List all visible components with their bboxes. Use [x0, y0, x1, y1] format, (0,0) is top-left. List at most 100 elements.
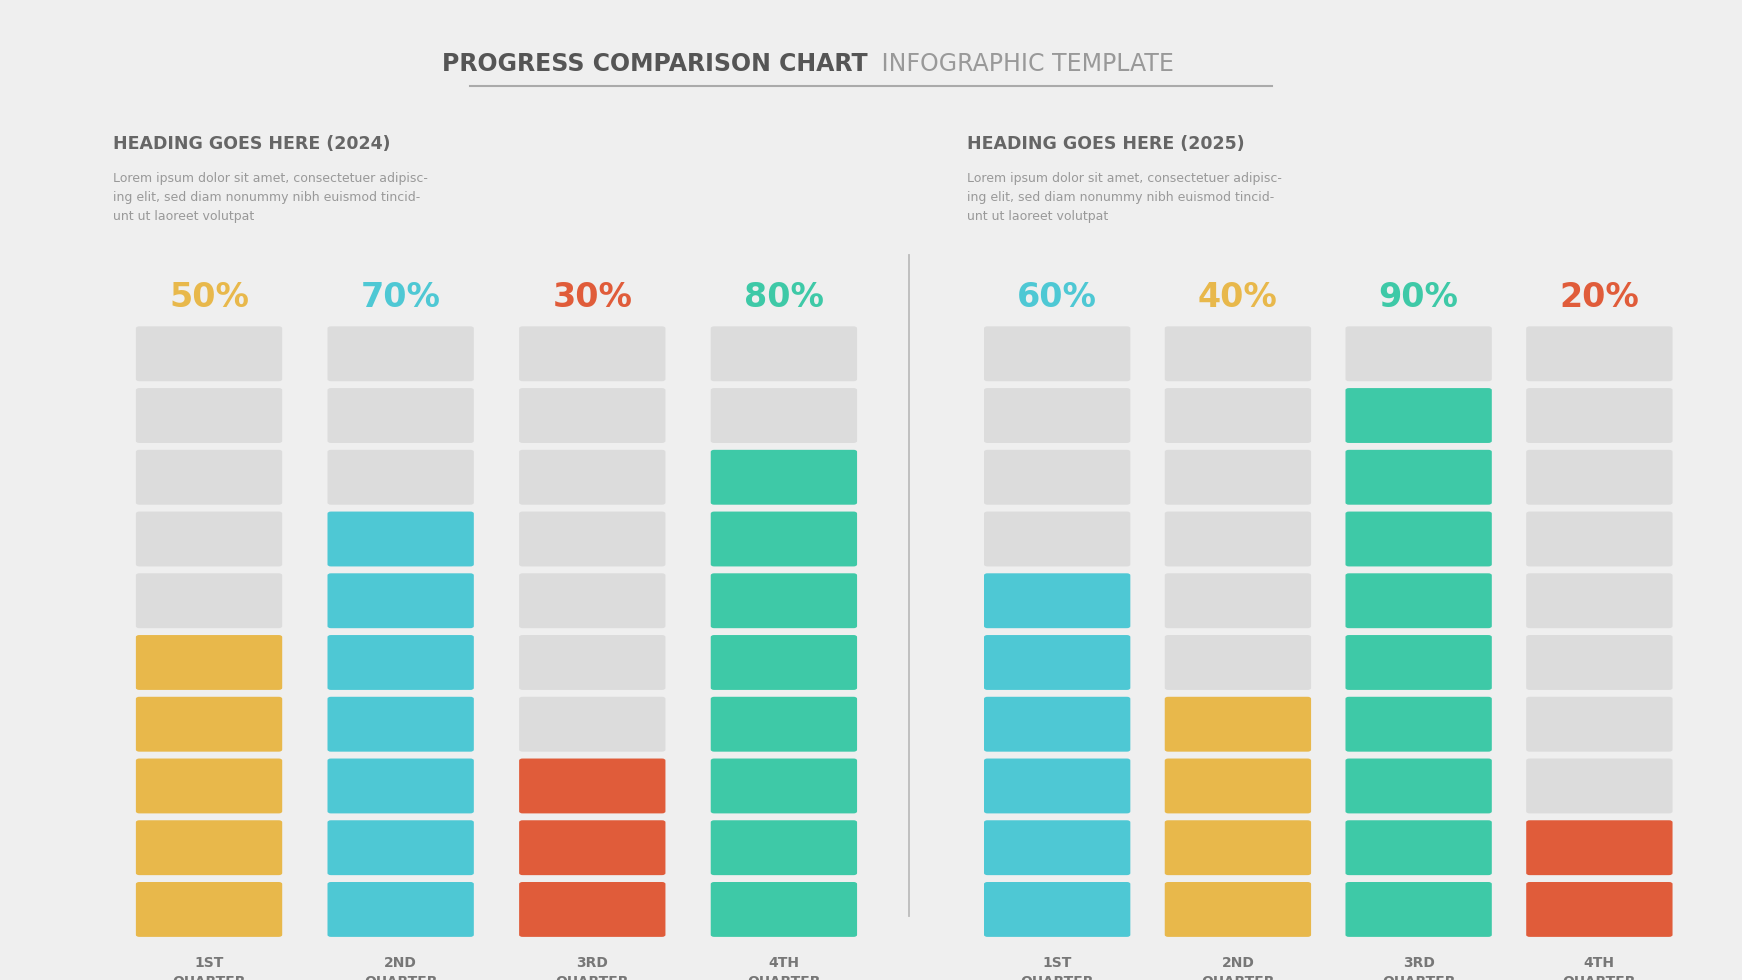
FancyBboxPatch shape	[327, 635, 474, 690]
Text: 80%: 80%	[744, 280, 824, 314]
FancyBboxPatch shape	[1345, 388, 1491, 443]
FancyBboxPatch shape	[984, 450, 1131, 505]
FancyBboxPatch shape	[1526, 759, 1672, 813]
FancyBboxPatch shape	[519, 635, 665, 690]
FancyBboxPatch shape	[711, 512, 857, 566]
FancyBboxPatch shape	[327, 573, 474, 628]
FancyBboxPatch shape	[1526, 882, 1672, 937]
FancyBboxPatch shape	[136, 759, 282, 813]
Text: 1ST
QUARTER: 1ST QUARTER	[1021, 956, 1094, 980]
FancyBboxPatch shape	[1345, 697, 1491, 752]
FancyBboxPatch shape	[1526, 697, 1672, 752]
FancyBboxPatch shape	[519, 388, 665, 443]
Text: 60%: 60%	[1017, 280, 1097, 314]
Text: INFOGRAPHIC TEMPLATE: INFOGRAPHIC TEMPLATE	[874, 52, 1174, 75]
FancyBboxPatch shape	[136, 820, 282, 875]
FancyBboxPatch shape	[327, 759, 474, 813]
FancyBboxPatch shape	[711, 573, 857, 628]
FancyBboxPatch shape	[519, 697, 665, 752]
Text: 4TH
QUARTER: 4TH QUARTER	[747, 956, 820, 980]
FancyBboxPatch shape	[1345, 326, 1491, 381]
FancyBboxPatch shape	[327, 820, 474, 875]
Text: HEADING GOES HERE (2025): HEADING GOES HERE (2025)	[967, 135, 1244, 153]
FancyBboxPatch shape	[1526, 450, 1672, 505]
FancyBboxPatch shape	[327, 450, 474, 505]
Text: 2ND
QUARTER: 2ND QUARTER	[1202, 956, 1275, 980]
FancyBboxPatch shape	[1165, 820, 1312, 875]
Text: Lorem ipsum dolor sit amet, consectetuer adipisc-
ing elit, sed diam nonummy nib: Lorem ipsum dolor sit amet, consectetuer…	[113, 172, 429, 223]
FancyBboxPatch shape	[711, 697, 857, 752]
FancyBboxPatch shape	[984, 882, 1131, 937]
FancyBboxPatch shape	[1526, 820, 1672, 875]
Text: 20%: 20%	[1559, 280, 1639, 314]
Text: PROGRESS COMPARISON CHART: PROGRESS COMPARISON CHART	[442, 52, 868, 75]
FancyBboxPatch shape	[327, 697, 474, 752]
FancyBboxPatch shape	[711, 635, 857, 690]
FancyBboxPatch shape	[1165, 450, 1312, 505]
Text: 1ST
QUARTER: 1ST QUARTER	[172, 956, 246, 980]
FancyBboxPatch shape	[1345, 512, 1491, 566]
FancyBboxPatch shape	[984, 573, 1131, 628]
Text: HEADING GOES HERE (2024): HEADING GOES HERE (2024)	[113, 135, 390, 153]
FancyBboxPatch shape	[984, 326, 1131, 381]
Text: 50%: 50%	[169, 280, 249, 314]
FancyBboxPatch shape	[1526, 635, 1672, 690]
FancyBboxPatch shape	[519, 573, 665, 628]
FancyBboxPatch shape	[984, 697, 1131, 752]
FancyBboxPatch shape	[136, 635, 282, 690]
Text: 4TH
QUARTER: 4TH QUARTER	[1563, 956, 1636, 980]
Text: 2ND
QUARTER: 2ND QUARTER	[364, 956, 437, 980]
FancyBboxPatch shape	[1165, 573, 1312, 628]
FancyBboxPatch shape	[519, 882, 665, 937]
FancyBboxPatch shape	[327, 388, 474, 443]
FancyBboxPatch shape	[1165, 759, 1312, 813]
Text: Lorem ipsum dolor sit amet, consectetuer adipisc-
ing elit, sed diam nonummy nib: Lorem ipsum dolor sit amet, consectetuer…	[967, 172, 1282, 223]
FancyBboxPatch shape	[327, 512, 474, 566]
Text: 3RD
QUARTER: 3RD QUARTER	[556, 956, 629, 980]
FancyBboxPatch shape	[136, 326, 282, 381]
FancyBboxPatch shape	[327, 882, 474, 937]
FancyBboxPatch shape	[1526, 326, 1672, 381]
FancyBboxPatch shape	[711, 388, 857, 443]
FancyBboxPatch shape	[711, 820, 857, 875]
FancyBboxPatch shape	[1345, 573, 1491, 628]
Text: 3RD
QUARTER: 3RD QUARTER	[1381, 956, 1455, 980]
FancyBboxPatch shape	[1345, 820, 1491, 875]
FancyBboxPatch shape	[519, 820, 665, 875]
FancyBboxPatch shape	[1165, 697, 1312, 752]
Text: 30%: 30%	[552, 280, 632, 314]
FancyBboxPatch shape	[1526, 573, 1672, 628]
FancyBboxPatch shape	[711, 326, 857, 381]
FancyBboxPatch shape	[984, 635, 1131, 690]
FancyBboxPatch shape	[519, 450, 665, 505]
FancyBboxPatch shape	[984, 759, 1131, 813]
FancyBboxPatch shape	[1526, 512, 1672, 566]
FancyBboxPatch shape	[519, 759, 665, 813]
FancyBboxPatch shape	[1165, 512, 1312, 566]
FancyBboxPatch shape	[711, 882, 857, 937]
FancyBboxPatch shape	[136, 388, 282, 443]
FancyBboxPatch shape	[136, 450, 282, 505]
FancyBboxPatch shape	[1165, 388, 1312, 443]
FancyBboxPatch shape	[984, 388, 1131, 443]
FancyBboxPatch shape	[136, 882, 282, 937]
FancyBboxPatch shape	[1345, 759, 1491, 813]
FancyBboxPatch shape	[136, 512, 282, 566]
FancyBboxPatch shape	[1165, 635, 1312, 690]
Text: 70%: 70%	[361, 280, 441, 314]
FancyBboxPatch shape	[1526, 388, 1672, 443]
FancyBboxPatch shape	[519, 326, 665, 381]
FancyBboxPatch shape	[711, 450, 857, 505]
FancyBboxPatch shape	[327, 326, 474, 381]
Text: 40%: 40%	[1198, 280, 1279, 314]
FancyBboxPatch shape	[1165, 326, 1312, 381]
FancyBboxPatch shape	[1345, 882, 1491, 937]
FancyBboxPatch shape	[711, 759, 857, 813]
FancyBboxPatch shape	[136, 573, 282, 628]
FancyBboxPatch shape	[1345, 635, 1491, 690]
FancyBboxPatch shape	[1165, 882, 1312, 937]
FancyBboxPatch shape	[1345, 450, 1491, 505]
Text: 90%: 90%	[1378, 280, 1458, 314]
FancyBboxPatch shape	[136, 697, 282, 752]
FancyBboxPatch shape	[519, 512, 665, 566]
